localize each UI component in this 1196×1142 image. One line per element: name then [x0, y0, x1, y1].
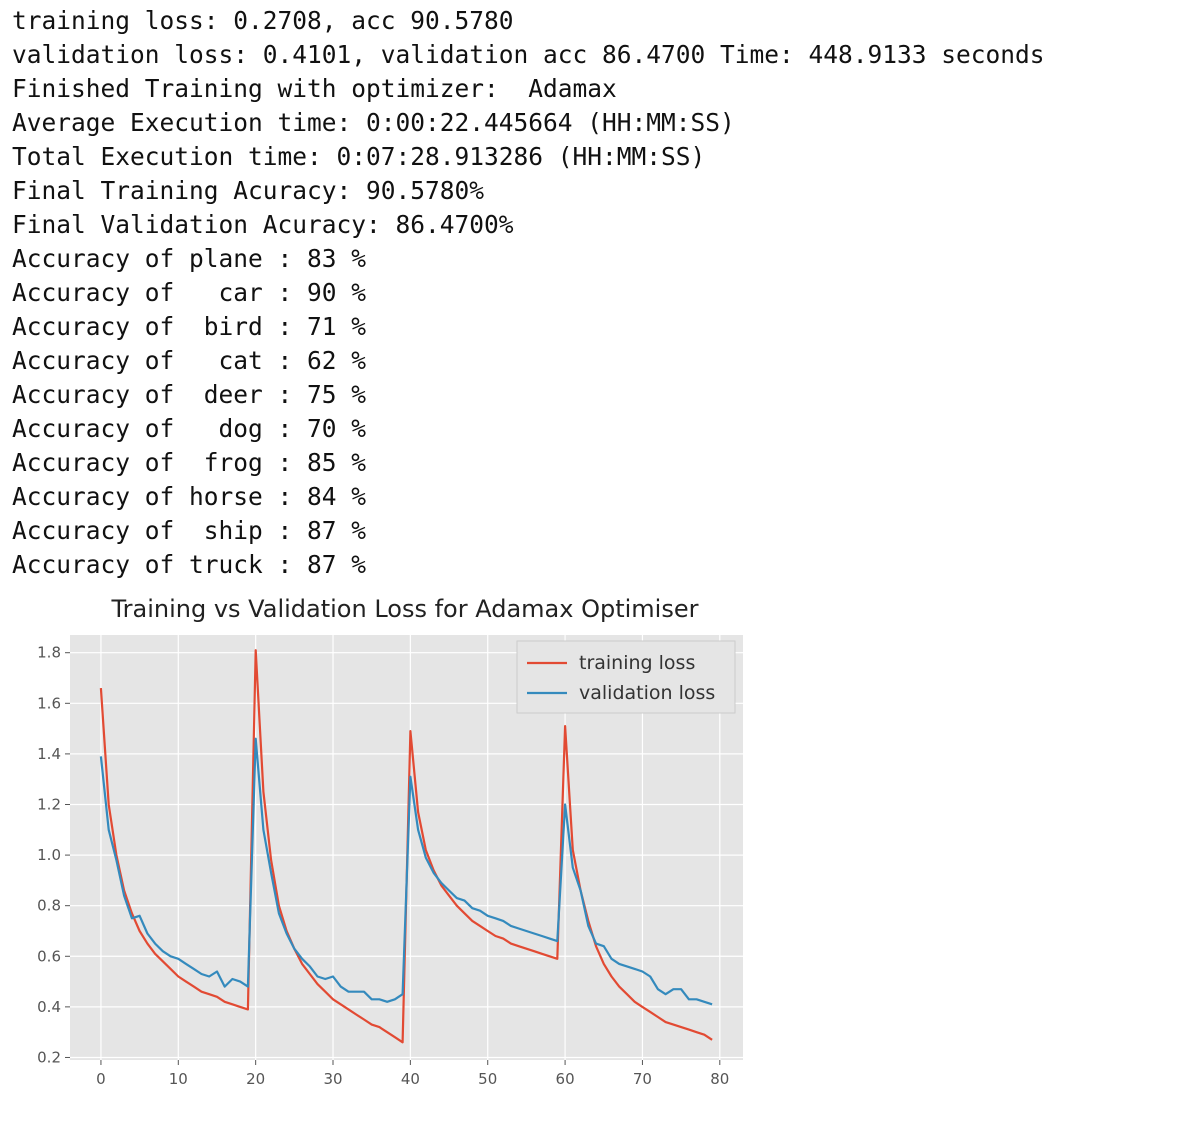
x-tick-label: 0	[96, 1070, 106, 1088]
y-tick-label: 1.4	[37, 745, 61, 763]
series-lines	[99, 649, 713, 1044]
validation-loss-line	[99, 737, 713, 1006]
y-tick-label: 0.4	[37, 998, 61, 1016]
console-line: Average Execution time: 0:00:22.445664 (…	[12, 108, 735, 137]
legend-label: training loss	[579, 652, 695, 674]
console-line: Accuracy of dog : 70 %	[12, 414, 367, 443]
x-tick-label: 80	[710, 1070, 729, 1088]
console-line: Accuracy of horse : 84 %	[12, 482, 367, 511]
legend: training loss validation loss	[516, 640, 736, 714]
console-line: Final Training Acuracy: 90.5780%	[12, 176, 485, 205]
y-tick-label: 0.8	[37, 897, 61, 915]
console-line: Final Validation Acuracy: 86.4700%	[12, 210, 514, 239]
console-line: Accuracy of frog : 85 %	[12, 448, 367, 477]
y-tick-label: 1.2	[37, 795, 61, 813]
y-tick-label: 0.2	[37, 1048, 61, 1066]
console-line: Accuracy of deer : 75 %	[12, 380, 367, 409]
console-line: Finished Training with optimizer: Adamax	[12, 74, 617, 103]
console-line: validation loss: 0.4101, validation acc …	[12, 40, 1045, 69]
console-line: Accuracy of truck : 87 %	[12, 550, 367, 579]
console-line: training loss: 0.2708, acc 90.5780	[12, 6, 514, 35]
console-line: Accuracy of car : 90 %	[12, 278, 367, 307]
legend-label: validation loss	[579, 682, 715, 704]
axis-ticks: 0 10 20 30 40 50 60 70 80 0.2 0.4 0.6 0.8 1.0 1.2 1.4 1.…	[37, 644, 729, 1088]
x-tick-label: 60	[556, 1070, 575, 1088]
console-line: Accuracy of ship : 87 %	[12, 516, 367, 545]
console-output: training loss: 0.2708, acc 90.5780 valida…	[12, 4, 1045, 582]
x-tick-label: 20	[246, 1070, 265, 1088]
console-line: Accuracy of plane : 83 %	[12, 244, 367, 273]
console-line: Accuracy of cat : 62 %	[12, 346, 367, 375]
x-tick-label: 50	[478, 1070, 497, 1088]
y-tick-label: 1.6	[37, 694, 61, 712]
chart-title: Training vs Validation Loss for Adamax O…	[111, 595, 699, 623]
y-tick-label: 1.8	[37, 644, 61, 662]
x-tick-label: 40	[401, 1070, 420, 1088]
console-line: Accuracy of bird : 71 %	[12, 312, 367, 341]
legend-box	[516, 640, 736, 714]
x-tick-label: 30	[323, 1070, 342, 1088]
console-line: Total Execution time: 0:07:28.913286 (HH…	[12, 142, 706, 171]
loss-chart: Training vs Validation Loss for Adamax O…	[37, 595, 743, 1088]
y-tick-label: 0.6	[37, 947, 61, 965]
y-tick-label: 1.0	[37, 846, 61, 864]
x-tick-label: 10	[169, 1070, 188, 1088]
x-tick-label: 70	[633, 1070, 652, 1088]
